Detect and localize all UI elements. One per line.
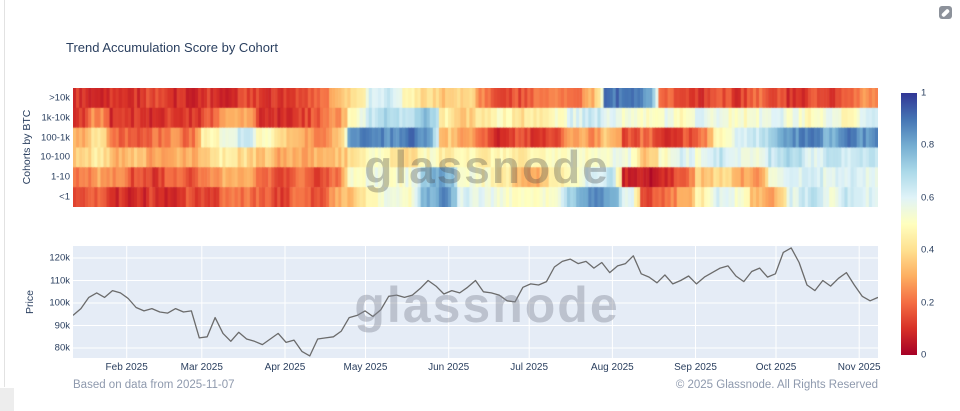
tick-label: Feb 2025 xyxy=(105,362,148,373)
tick-label: 0.4 xyxy=(921,244,935,256)
camera-snapshot-icon[interactable] xyxy=(939,6,952,19)
tick-label: May 2025 xyxy=(343,362,388,373)
tick-label: Oct 2025 xyxy=(755,362,797,373)
tick-label: 10-100 xyxy=(40,151,70,163)
data-source-note: Based on data from 2025-11-07 xyxy=(73,379,235,391)
tick-label: 1-10 xyxy=(50,171,70,183)
tick-label: Jul 2025 xyxy=(510,362,549,373)
tick-label: Sep 2025 xyxy=(674,362,717,373)
tick-label: Aug 2025 xyxy=(590,362,634,373)
tick-label: 0 xyxy=(921,349,927,361)
colorbar xyxy=(901,93,917,355)
tick-label: 90k xyxy=(54,320,70,331)
tick-label: <1 xyxy=(59,191,70,203)
camera-icon xyxy=(940,7,951,18)
tick-label: 110k xyxy=(50,275,70,286)
heatmap-plot[interactable] xyxy=(73,88,878,207)
tick-label: 0.6 xyxy=(921,192,935,204)
price-plot[interactable]: glassnode xyxy=(73,246,878,358)
tick-label: Mar 2025 xyxy=(180,362,223,373)
tick-label: Jun 2025 xyxy=(428,362,470,373)
tick-label: 0.2 xyxy=(921,297,935,309)
chart-title: Trend Accumulation Score by Cohort xyxy=(66,40,278,55)
tick-label: 100k xyxy=(49,297,70,309)
tick-label: 1 xyxy=(921,87,927,99)
tick-label: 100-1k xyxy=(40,132,70,144)
tick-label: 1k-10k xyxy=(41,112,70,124)
price-line-chart xyxy=(73,246,878,358)
tick-label: Nov 2025 xyxy=(837,362,881,373)
tick-label: Apr 2025 xyxy=(264,362,306,373)
page-left-border xyxy=(4,0,5,387)
page-corner-fragment xyxy=(0,388,14,411)
tick-label: 80k xyxy=(54,342,70,354)
copyright-notice: © 2025 Glassnode. All Rights Reserved xyxy=(675,379,878,391)
tick-label: 120k xyxy=(49,252,70,264)
tick-label: 0.8 xyxy=(921,139,935,151)
tick-label: >10k xyxy=(49,92,70,104)
